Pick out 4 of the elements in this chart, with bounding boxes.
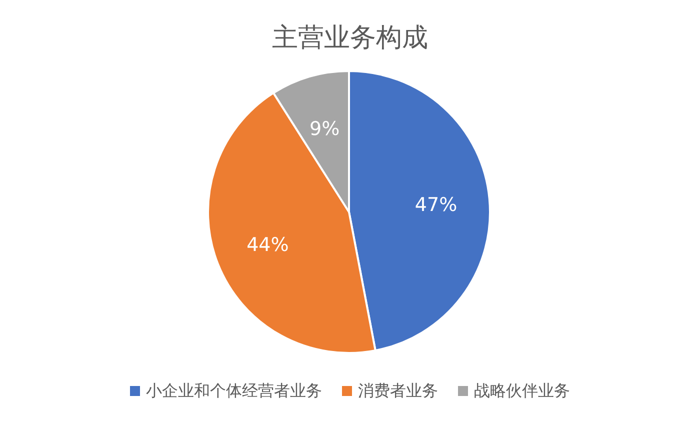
title: 主营业务构成 — [272, 23, 428, 53]
legend-label: 消费者业务 — [358, 381, 438, 400]
legend-label: 战略伙伴业务 — [474, 381, 570, 400]
legend-label: 小企业和个体经营者业务 — [146, 381, 322, 400]
